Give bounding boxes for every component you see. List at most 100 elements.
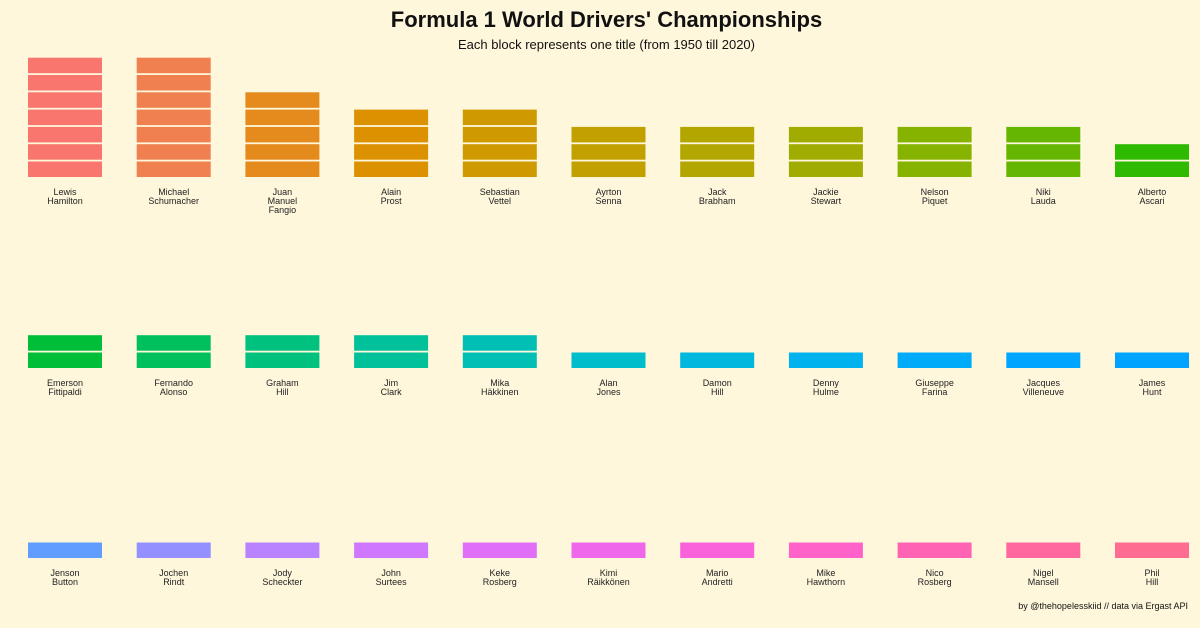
title-block [680, 126, 755, 143]
driver-label: Nigel Mansell [1028, 568, 1059, 587]
title-block [28, 109, 102, 126]
title-block [462, 542, 537, 558]
chart-caption: by @thehopelesskiid // data via Ergast A… [1018, 601, 1188, 611]
driver-column: Phil Hill [1115, 542, 1189, 587]
title-block [136, 57, 211, 74]
driver-label: John Surtees [376, 568, 408, 587]
title-block [571, 352, 646, 368]
title-block [136, 109, 211, 126]
driver-label: Jochen Rindt [159, 568, 188, 587]
driver-column: Nico Rosberg [897, 542, 972, 587]
title-block [1006, 542, 1081, 558]
title-block [245, 109, 320, 126]
title-block [136, 542, 211, 558]
driver-label: Jody Scheckter [262, 568, 302, 587]
driver-label: Juan Manuel Fangio [268, 187, 298, 215]
driver-column: John Surtees [354, 542, 429, 587]
title-block [28, 335, 102, 351]
driver-column: Jenson Button [28, 542, 102, 587]
title-block [28, 75, 102, 91]
title-block [245, 542, 320, 558]
title-block [788, 144, 863, 160]
title-block [788, 126, 863, 143]
driver-label: Emerson Fittipaldi [47, 378, 83, 397]
title-block [136, 144, 211, 160]
driver-label: Phil Hill [1144, 568, 1159, 587]
driver-column: Nelson Piquet [897, 126, 972, 206]
title-block [136, 335, 211, 351]
title-block [897, 161, 972, 177]
title-block [462, 161, 537, 177]
driver-label: Sebastian Vettel [480, 187, 520, 206]
title-block [680, 161, 755, 177]
driver-label: Nelson Piquet [921, 187, 949, 206]
driver-label: Niki Lauda [1031, 187, 1056, 206]
driver-label: Alain Prost [381, 187, 403, 206]
driver-column: Jody Scheckter [245, 542, 320, 587]
title-block [680, 352, 755, 368]
driver-label: James Hunt [1139, 378, 1166, 397]
title-block [28, 57, 102, 74]
driver-column: Nigel Mansell [1006, 542, 1081, 587]
title-block [136, 92, 211, 108]
driver-label: Jackie Stewart [811, 187, 842, 206]
driver-label: Nico Rosberg [918, 568, 952, 587]
title-block [245, 161, 320, 177]
title-block [354, 352, 429, 368]
title-block [788, 352, 863, 368]
driver-column: Jim Clark [354, 335, 429, 397]
title-block [28, 92, 102, 108]
driver-label: Alan Jones [596, 378, 621, 397]
title-block [354, 335, 429, 351]
title-block [571, 144, 646, 160]
driver-column: Alain Prost [354, 109, 429, 206]
title-block [897, 542, 972, 558]
driver-column: Mario Andretti [680, 542, 755, 587]
title-block [1006, 161, 1081, 177]
title-block [1115, 144, 1189, 160]
title-block [245, 92, 320, 108]
driver-label: Ayrton Senna [595, 187, 621, 206]
title-block [462, 352, 537, 368]
driver-column: Jochen Rindt [136, 542, 211, 587]
title-block [571, 126, 646, 143]
title-block [28, 542, 102, 558]
driver-column: Jack Brabham [680, 126, 755, 206]
driver-column: Alan Jones [571, 352, 646, 397]
title-block [354, 542, 429, 558]
driver-label: Fernando Alonso [154, 378, 193, 397]
driver-column: Michael Schumacher [136, 57, 211, 206]
title-block [354, 161, 429, 177]
title-block [571, 542, 646, 558]
title-block [897, 126, 972, 143]
title-block [136, 75, 211, 91]
title-block [571, 161, 646, 177]
title-block [245, 352, 320, 368]
title-block [136, 161, 211, 177]
driver-column: Juan Manuel Fangio [245, 92, 320, 215]
driver-label: Kimi Räikkönen [587, 568, 630, 587]
driver-column: Mika Häkkinen [462, 335, 537, 397]
title-block [245, 144, 320, 160]
driver-label: Jim Clark [381, 378, 403, 397]
driver-label: Mike Hawthorn [807, 568, 846, 587]
title-block [1006, 144, 1081, 160]
driver-column: Giuseppe Farina [897, 352, 972, 397]
driver-column: Kimi Räikkönen [571, 542, 646, 587]
driver-label: Keke Rosberg [483, 568, 517, 587]
driver-column: Fernando Alonso [136, 335, 211, 397]
title-block [28, 161, 102, 177]
title-block [1115, 352, 1189, 368]
title-block [354, 109, 429, 126]
title-block [28, 126, 102, 143]
driver-label: Michael Schumacher [148, 187, 199, 206]
driver-label: Jenson Button [50, 568, 79, 587]
driver-column: Jackie Stewart [788, 126, 863, 206]
title-block [462, 109, 537, 126]
title-block [245, 126, 320, 143]
driver-column: Lewis Hamilton [28, 57, 102, 206]
title-block [462, 144, 537, 160]
driver-column: Niki Lauda [1006, 126, 1081, 206]
driver-label: Mario Andretti [702, 568, 733, 587]
title-block [1115, 542, 1189, 558]
